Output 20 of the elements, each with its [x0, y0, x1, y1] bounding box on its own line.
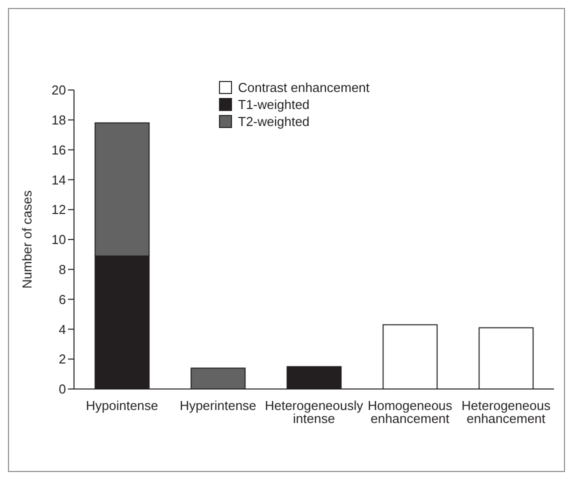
y-tick-label: 2: [58, 352, 66, 367]
y-tick-label: 10: [52, 232, 66, 248]
y-tick-label: 14: [52, 172, 66, 188]
y-tick-label: 16: [52, 142, 66, 158]
x-tick-label: Hyperintense: [180, 398, 256, 414]
y-tick-label: 4: [58, 322, 66, 337]
y-axis-title: Number of cases: [20, 190, 35, 289]
y-tick-label: 6: [58, 292, 66, 307]
legend-label: Contrast enhancement: [238, 80, 370, 96]
y-tick-label: 18: [52, 112, 66, 128]
y-tick-label: 0: [58, 382, 66, 397]
y-tick-label: 20: [52, 82, 66, 98]
x-tick-label: Heterogeneous enhancement: [462, 398, 551, 426]
legend-label: T1-weighted: [238, 96, 310, 112]
y-tick-label: 8: [58, 262, 66, 278]
x-tick-label: Heterogeneously intense: [264, 398, 364, 426]
x-tick-label: Homogeneous enhancement: [368, 398, 453, 426]
y-tick-label: 12: [52, 202, 66, 218]
x-tick-label: Hypointense: [86, 398, 158, 414]
legend-label: T2-weighted: [238, 114, 310, 130]
